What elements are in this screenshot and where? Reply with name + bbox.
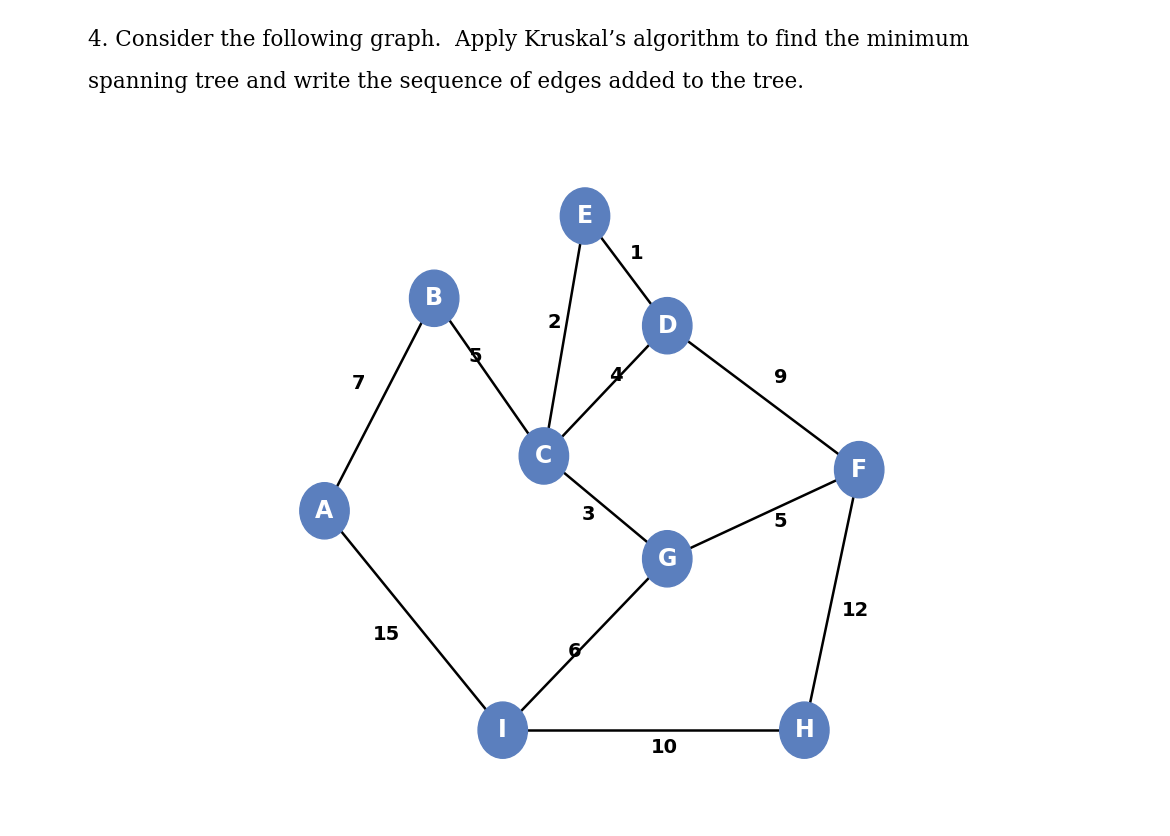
- Ellipse shape: [519, 428, 569, 484]
- Ellipse shape: [410, 270, 459, 326]
- Text: D: D: [658, 314, 677, 338]
- Text: C: C: [535, 444, 552, 468]
- Text: 12: 12: [842, 601, 869, 619]
- Text: E: E: [577, 204, 593, 228]
- Text: 3: 3: [581, 505, 596, 523]
- Text: I: I: [498, 718, 507, 742]
- Text: 9: 9: [773, 368, 787, 386]
- Ellipse shape: [479, 702, 528, 758]
- Text: B: B: [425, 286, 443, 310]
- Text: H: H: [794, 718, 814, 742]
- Ellipse shape: [834, 441, 883, 497]
- Ellipse shape: [642, 531, 691, 587]
- Ellipse shape: [642, 298, 691, 354]
- Text: 4: 4: [610, 365, 622, 385]
- Text: 1: 1: [629, 244, 644, 263]
- Text: F: F: [851, 457, 867, 482]
- Text: 5: 5: [468, 347, 482, 366]
- Text: 2: 2: [548, 313, 560, 332]
- Text: A: A: [316, 499, 333, 522]
- Text: 15: 15: [372, 624, 400, 644]
- Text: 5: 5: [773, 512, 787, 531]
- Ellipse shape: [779, 702, 830, 758]
- Text: 10: 10: [651, 738, 677, 757]
- Text: spanning tree and write the sequence of edges added to the tree.: spanning tree and write the sequence of …: [88, 71, 804, 93]
- Ellipse shape: [300, 482, 349, 539]
- Ellipse shape: [560, 188, 610, 244]
- Text: 6: 6: [567, 642, 581, 660]
- Text: 4. Consider the following graph.  Apply Kruskal’s algorithm to find the minimum: 4. Consider the following graph. Apply K…: [88, 29, 969, 51]
- Text: 7: 7: [352, 375, 365, 394]
- Text: G: G: [658, 547, 677, 571]
